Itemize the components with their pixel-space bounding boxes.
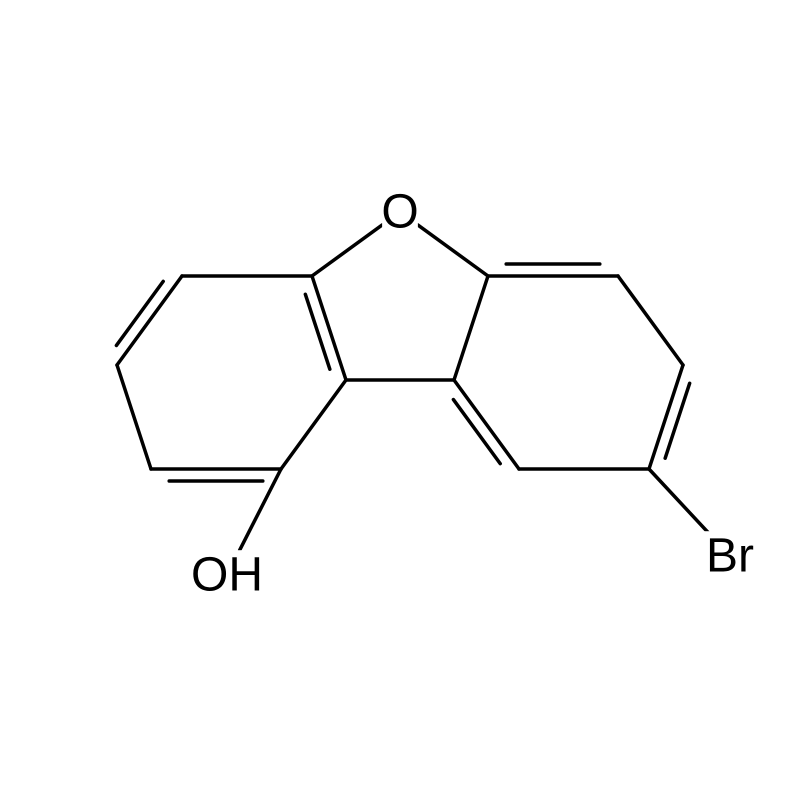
- bond: [117, 365, 151, 469]
- bond: [454, 276, 488, 380]
- bond: [665, 383, 689, 458]
- bond: [117, 276, 182, 365]
- bond: [281, 380, 346, 469]
- molecule-diagram: O OH Br: [0, 0, 800, 800]
- bond: [305, 294, 329, 369]
- atom-label-Br: Br: [706, 530, 754, 583]
- atom-label-O_hydroxy: OH: [191, 549, 263, 602]
- bond: [649, 469, 708, 533]
- bond: [418, 225, 488, 276]
- bond: [454, 380, 519, 469]
- atom-label-O_furan: O: [381, 186, 418, 239]
- bond: [618, 276, 683, 365]
- bond: [312, 225, 382, 276]
